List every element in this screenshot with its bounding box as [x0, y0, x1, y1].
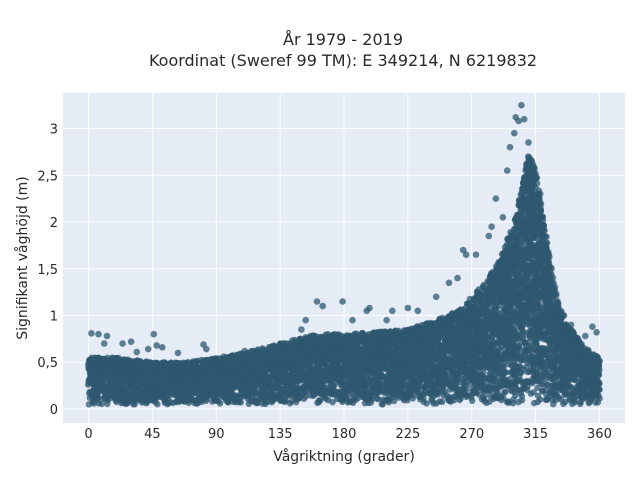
data-points [85, 101, 603, 408]
data-point [95, 394, 102, 401]
data-point [439, 398, 446, 405]
data-point [216, 400, 224, 407]
chart-title: År 1979 - 2019 [283, 30, 403, 49]
data-point [423, 400, 430, 407]
data-point [237, 399, 244, 406]
data-point [374, 395, 381, 402]
data-point [154, 401, 161, 408]
data-point [98, 400, 105, 408]
chart-subtitle: Koordinat (Sweref 99 TM): E 349214, N 62… [149, 51, 537, 70]
